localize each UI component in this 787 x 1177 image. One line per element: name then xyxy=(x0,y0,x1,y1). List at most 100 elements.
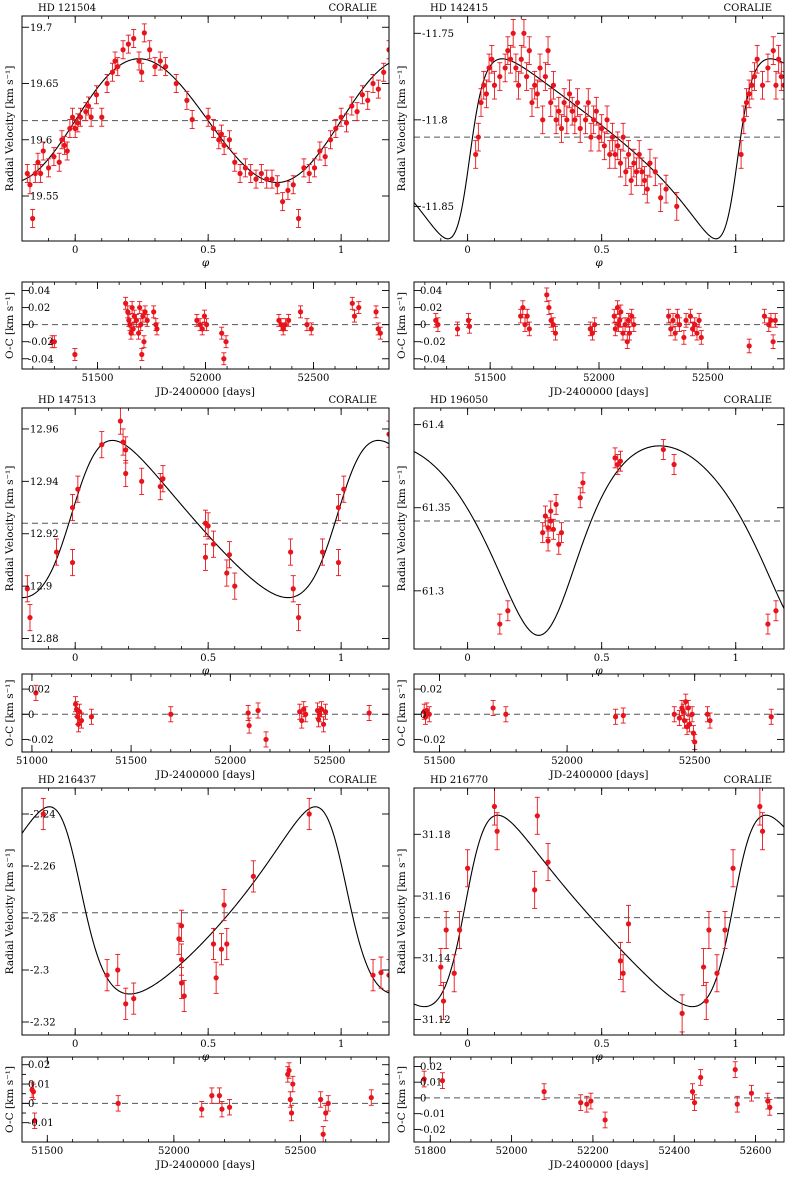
x-tick-label: 52000 xyxy=(551,756,583,767)
marker xyxy=(553,117,559,123)
marker xyxy=(552,330,559,336)
data-point xyxy=(541,1083,547,1100)
marker xyxy=(69,504,76,511)
marker xyxy=(617,160,624,166)
data-point xyxy=(141,335,147,349)
data-point xyxy=(176,922,182,955)
panel-hd-142415-residuals: 51500 52000 52500 -0.04 -0.02 0 0.02 0.04 JD-240… xyxy=(396,281,785,398)
marker xyxy=(540,530,546,536)
marker xyxy=(566,91,573,97)
marker xyxy=(481,82,487,88)
marker xyxy=(620,970,626,976)
data-point xyxy=(115,953,121,987)
marker xyxy=(612,151,618,158)
marker xyxy=(421,1076,427,1082)
marker xyxy=(35,159,41,165)
data-point xyxy=(318,701,325,718)
data-point xyxy=(622,317,628,332)
marker xyxy=(604,117,610,123)
marker xyxy=(443,927,449,933)
marker xyxy=(706,927,712,933)
data-point xyxy=(365,90,371,110)
data-point xyxy=(490,699,496,716)
marker xyxy=(78,717,85,724)
data-point xyxy=(502,53,508,83)
panel-hd-196050-residuals: 51500 52000 52500 -0.02 0 0.02 JD-2400000 [day… xyxy=(396,673,785,781)
marker xyxy=(136,58,142,64)
marker xyxy=(253,176,259,182)
x-tick-label: 52500 xyxy=(285,1146,317,1157)
marker xyxy=(685,705,691,711)
marker xyxy=(532,82,538,88)
data-point xyxy=(684,718,690,735)
marker xyxy=(666,313,672,319)
data-point xyxy=(687,308,694,324)
data-point xyxy=(703,982,709,1021)
data-point xyxy=(327,130,334,150)
data-point xyxy=(761,308,768,324)
data-point xyxy=(33,684,39,701)
data-point xyxy=(776,44,782,74)
marker xyxy=(548,99,554,106)
marker xyxy=(157,58,163,64)
marker xyxy=(524,313,530,319)
y-tick-label: 0.01 xyxy=(28,1080,50,1091)
axes-frame xyxy=(21,407,390,650)
marker xyxy=(676,322,683,328)
data-point xyxy=(584,1095,590,1113)
marker xyxy=(770,48,776,54)
marker xyxy=(246,722,252,729)
marker xyxy=(679,1010,685,1016)
data-point xyxy=(660,439,666,460)
data-point xyxy=(142,305,148,319)
marker xyxy=(27,614,33,621)
y-tick-label: 0.01 xyxy=(420,1078,442,1089)
y-tick-label: -0.01 xyxy=(420,1109,446,1120)
marker xyxy=(135,330,142,336)
data-point xyxy=(522,317,528,332)
data-point xyxy=(443,911,449,949)
data-point xyxy=(378,956,384,989)
marker xyxy=(541,1089,547,1095)
data-point xyxy=(138,318,144,332)
model-curve xyxy=(414,445,784,636)
marker xyxy=(308,326,314,332)
marker xyxy=(263,736,269,743)
data-point xyxy=(478,88,484,117)
panel-hd-142415-rv: 0 0.5 1 -11.85 -11.8 -11.75 φ Radial Velocity [… xyxy=(396,3,785,269)
plot-area xyxy=(22,1062,389,1142)
model-curve xyxy=(22,58,389,184)
data-point xyxy=(221,135,227,155)
data-point xyxy=(295,209,302,228)
marker xyxy=(513,65,519,71)
marker xyxy=(767,1104,773,1110)
marker xyxy=(322,154,328,160)
marker xyxy=(232,159,238,165)
x-tick-label: 52500 xyxy=(679,756,711,767)
data-point xyxy=(24,575,30,603)
x-tick-label: 51800 xyxy=(414,1146,446,1157)
x-axis-label: φ xyxy=(202,257,210,269)
plot-area xyxy=(414,439,784,636)
data-point xyxy=(497,62,503,91)
data-point xyxy=(135,326,142,340)
data-point xyxy=(248,164,254,183)
marker xyxy=(698,334,704,341)
marker xyxy=(754,56,760,62)
data-point xyxy=(617,450,624,472)
marker xyxy=(599,125,605,132)
data-point xyxy=(588,122,594,152)
data-point xyxy=(75,113,81,133)
axes-frame xyxy=(413,673,785,753)
marker xyxy=(288,549,294,555)
y-axis-label: O-C [km s⁻¹] xyxy=(4,292,16,359)
data-point xyxy=(24,164,30,183)
marker xyxy=(173,80,179,87)
marker xyxy=(700,964,707,970)
data-point xyxy=(373,305,379,319)
data-point xyxy=(386,959,389,992)
marker xyxy=(210,941,217,947)
data-point xyxy=(246,717,252,734)
plot-area xyxy=(414,693,784,750)
marker xyxy=(333,125,339,132)
